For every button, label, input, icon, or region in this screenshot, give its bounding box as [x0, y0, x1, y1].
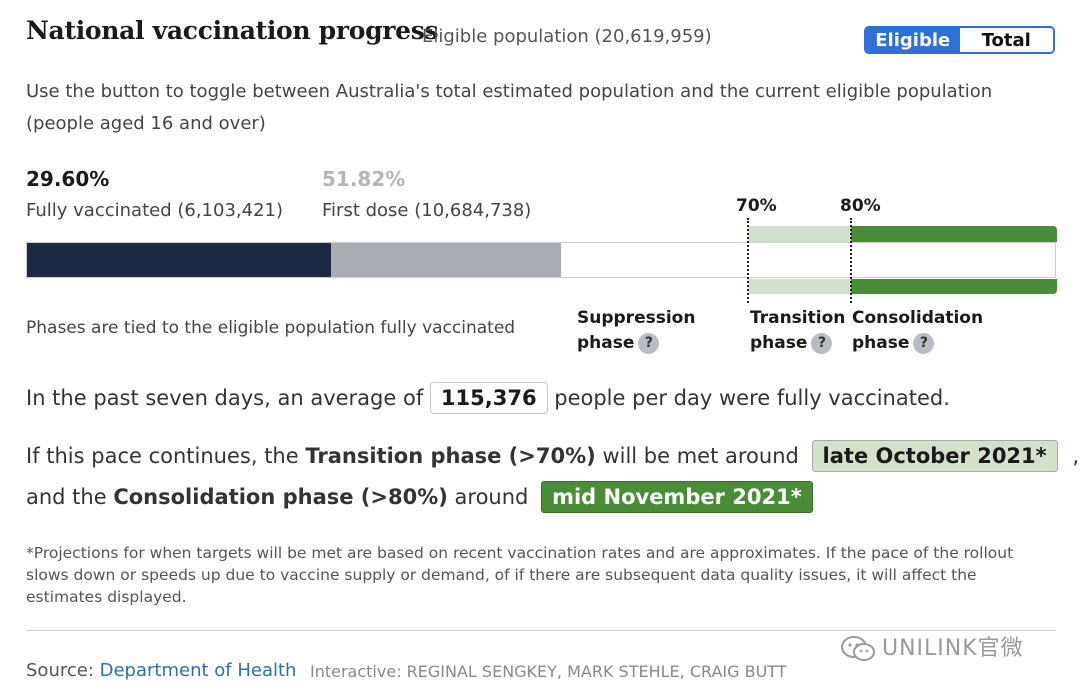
description-text: Use the button to toggle between Austral…: [26, 81, 993, 134]
eligible-toggle-button[interactable]: Eligible: [866, 28, 960, 52]
transition-phase-label: Transition phase?: [750, 308, 846, 354]
transition-band-top: [748, 226, 851, 242]
footer-divider: [26, 630, 1056, 631]
projection-footnote: *Projections for when targets will be me…: [26, 544, 1014, 606]
transition-date-pill: late October 2021*: [811, 440, 1058, 472]
first-dose-bar: [331, 243, 561, 277]
consolidation-band-bottom: [851, 279, 1057, 294]
wechat-icon: [841, 636, 875, 661]
transition-band-bottom: [748, 279, 851, 294]
question-circle-icon[interactable]: ?: [638, 332, 660, 354]
first-dose-percent: 51.82%: [322, 167, 406, 191]
daily-average-value: 115,376: [429, 382, 548, 414]
credits-text: Interactive: REGINAL SENGKEY, MARK STEHL…: [310, 662, 787, 681]
consolidation-band-top: [851, 226, 1057, 242]
consolidation-date-pill: mid November 2021*: [541, 481, 813, 513]
total-toggle-button[interactable]: Total: [959, 28, 1053, 52]
average-sentence: In the past seven days, an average of 11…: [26, 382, 950, 414]
transition-projection-sentence: If this pace continues, the Transition p…: [26, 440, 1079, 472]
question-circle-icon[interactable]: ?: [811, 332, 833, 354]
consolidation-threshold-label: 80%: [840, 196, 881, 216]
fully-vaccinated-percent: 29.60%: [26, 167, 110, 191]
fully-vaccinated-bar: [27, 243, 331, 277]
fully-vaccinated-label: Fully vaccinated (6,103,421): [26, 200, 284, 221]
eligible-population-subtitle: Eligible population (20,619,959): [422, 26, 712, 47]
transition-threshold-line: [747, 218, 749, 303]
source-line: Source: Department of Health: [26, 660, 297, 681]
transition-threshold-label: 70%: [736, 196, 777, 216]
population-toggle[interactable]: Eligible Total: [864, 26, 1055, 54]
source-link[interactable]: Department of Health: [99, 660, 297, 681]
consolidation-projection-sentence: and the Consolidation phase (>80%) aroun…: [26, 481, 813, 513]
suppression-phase-label: Suppression phase?: [577, 308, 696, 354]
question-circle-icon[interactable]: ?: [913, 332, 935, 354]
consolidation-threshold-line: [850, 218, 852, 303]
watermark: UNILINK官微: [840, 630, 1024, 663]
first-dose-label: First dose (10,684,738): [322, 200, 532, 221]
consolidation-phase-label: Consolidation phase?: [852, 308, 984, 354]
phases-note: Phases are tied to the eligible populati…: [26, 318, 516, 338]
page-title: National vaccination progress: [26, 16, 439, 45]
